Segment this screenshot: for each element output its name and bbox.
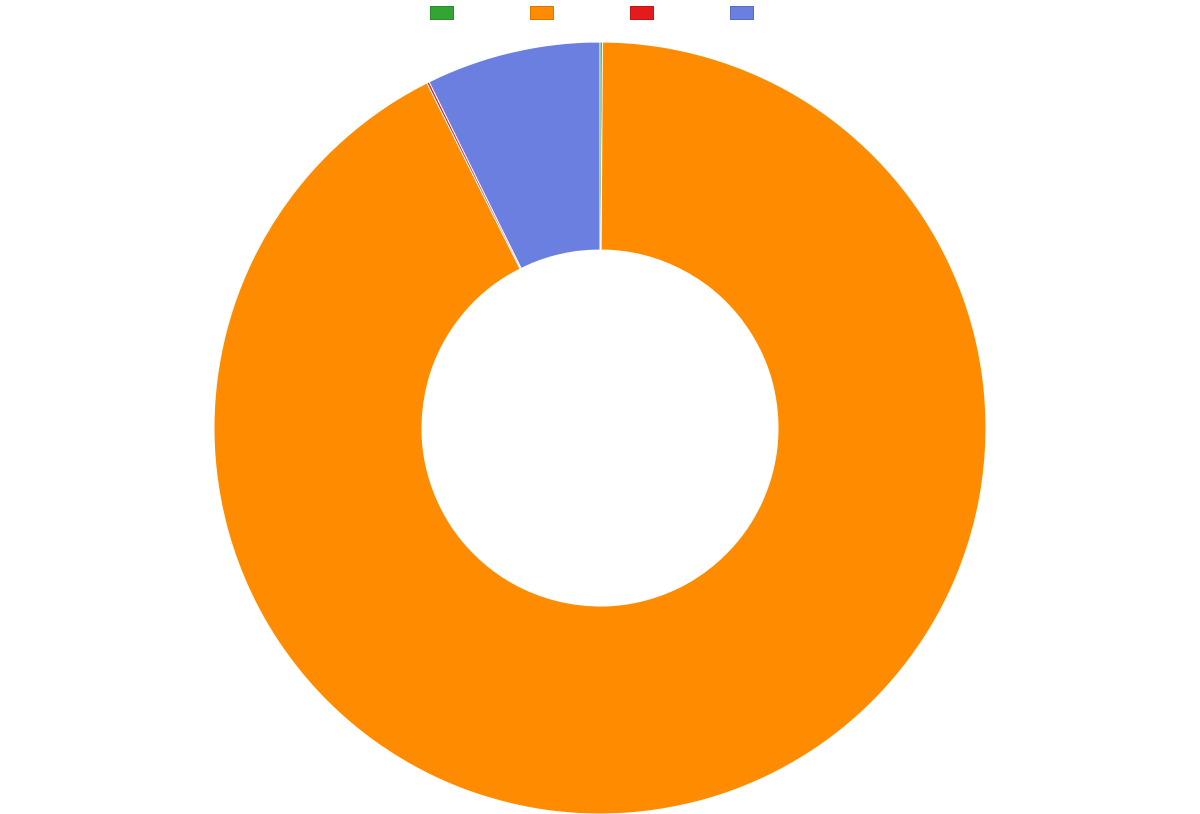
donut-holder bbox=[0, 28, 1200, 800]
donut-chart bbox=[0, 14, 1200, 814]
donut-chart-container bbox=[0, 0, 1200, 800]
